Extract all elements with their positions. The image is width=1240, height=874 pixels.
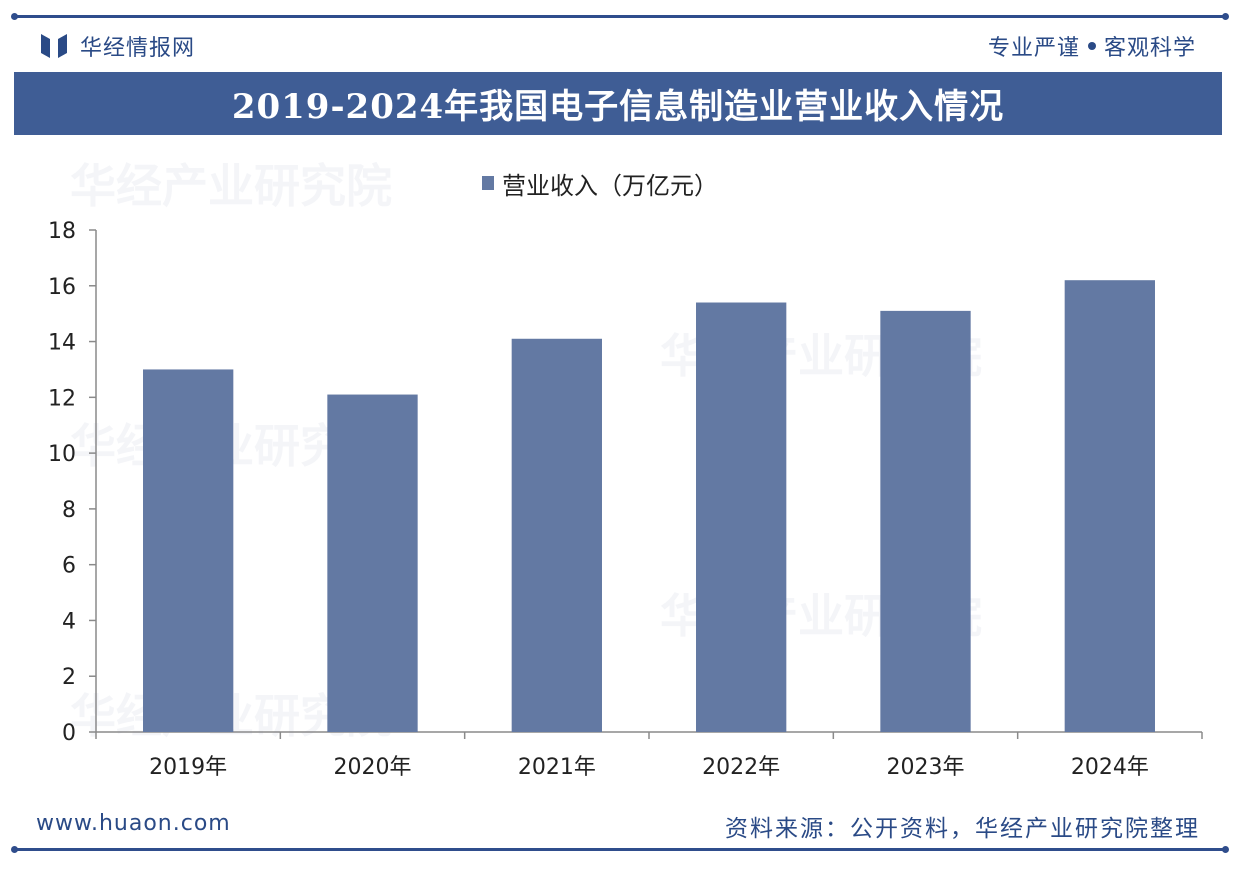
slogan-right: 客观科学: [1103, 36, 1196, 61]
top-border-line: [11, 13, 1229, 20]
bar: [511, 338, 602, 732]
bar: [1064, 280, 1155, 732]
legend: 营业收入（万亿元）: [482, 172, 718, 200]
footer-website: www.huaon.com: [36, 811, 231, 836]
x-tick-label: 2020年: [334, 755, 412, 780]
bar: [880, 310, 971, 732]
y-tick-label: 16: [48, 275, 76, 300]
y-tick-label: 2: [62, 665, 76, 690]
x-tick-label: 2024年: [1071, 755, 1149, 780]
brand-logo-icon: [41, 34, 67, 58]
brand: 华经情报网: [40, 30, 195, 62]
y-tick-label: 10: [48, 442, 76, 467]
slogan-left: 专业严谨: [987, 36, 1080, 61]
x-tick-label: 2022年: [702, 755, 780, 780]
x-axis: 2019年 2020年 2021年 2022年 2023年 2024年: [95, 731, 1203, 780]
y-tick-label: 8: [62, 498, 76, 523]
slogan: 专业严谨 客观科学: [988, 30, 1196, 62]
y-axis: 0 2 4 6 8 10 12 14 16 18: [48, 219, 97, 746]
bar: [143, 369, 234, 732]
legend-label: 营业收入（万亿元）: [502, 172, 718, 200]
bar: [327, 394, 418, 732]
legend-swatch: [482, 176, 494, 190]
y-tick-label: 0: [62, 721, 76, 746]
y-tick-label: 6: [62, 554, 76, 579]
y-tick-label: 4: [62, 609, 76, 634]
x-tick-label: 2021年: [518, 755, 596, 780]
slogan-separator-dot: [1087, 42, 1096, 50]
bottom-border-line: [11, 846, 1229, 853]
y-tick-label: 14: [48, 331, 76, 356]
chart-title: 2019-2024年我国电子信息制造业营业收入情况: [14, 72, 1222, 135]
bar: [696, 302, 787, 732]
y-tick-label: 12: [48, 386, 76, 411]
y-tick-label: 18: [48, 219, 76, 244]
x-tick-label: 2019年: [149, 755, 227, 780]
footer-source: 资料来源：公开资料，华经产业研究院整理: [725, 816, 1200, 842]
x-tick-label: 2023年: [887, 755, 965, 780]
brand-name: 华经情报网: [80, 36, 196, 61]
bars: [143, 280, 1155, 732]
